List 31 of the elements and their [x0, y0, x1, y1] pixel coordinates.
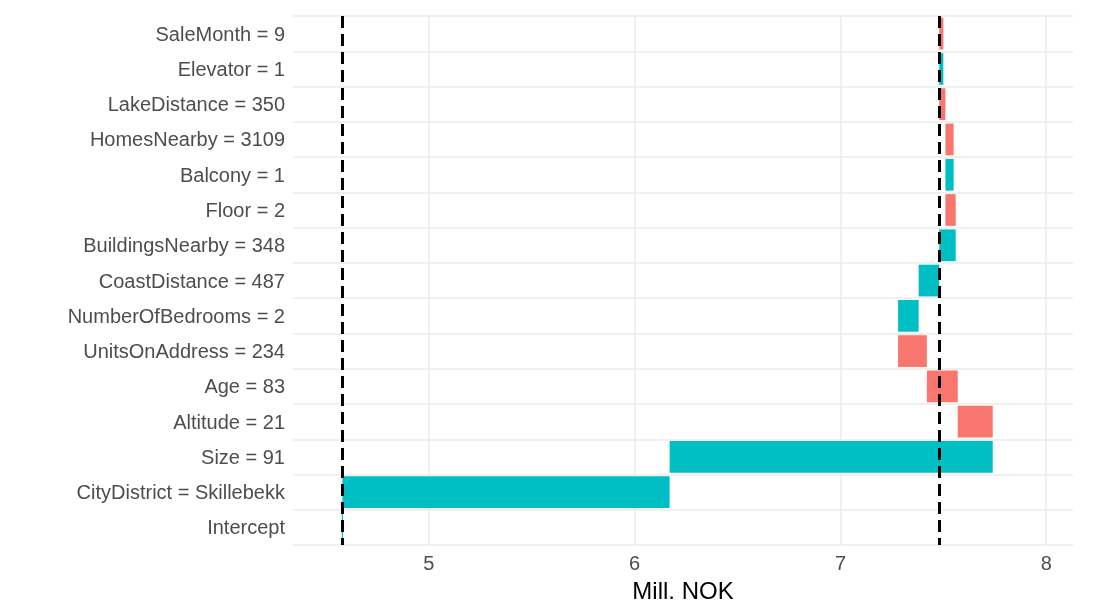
- x-axis-title: Mill. NOK: [632, 576, 734, 604]
- x-tick-label: 7: [834, 552, 846, 575]
- y-tick-label: Elevator = 1: [177, 57, 285, 80]
- y-tick-label: SaleMonth = 9: [155, 22, 285, 45]
- bar: [918, 264, 940, 297]
- bar: [898, 299, 919, 332]
- y-tick-label: NumberOfBedrooms = 2: [67, 304, 285, 327]
- bar: [945, 123, 954, 156]
- bar: [945, 158, 954, 191]
- y-tick-label: LakeDistance = 350: [107, 93, 285, 116]
- bar: [957, 405, 993, 438]
- y-tick-label: Intercept: [207, 516, 286, 539]
- bar: [939, 229, 956, 262]
- bar: [342, 476, 670, 509]
- x-tick-label: 8: [1040, 552, 1052, 575]
- y-tick-label: Altitude = 21: [173, 410, 285, 433]
- y-tick-label: CityDistrict = Skillebekk: [76, 481, 286, 504]
- y-tick-label: CoastDistance = 487: [98, 269, 285, 292]
- y-tick-label: Balcony = 1: [179, 163, 285, 186]
- x-tick-label: 6: [629, 552, 641, 575]
- x-tick-label: 5: [423, 552, 435, 575]
- y-tick-label: Size = 91: [201, 445, 285, 468]
- y-tick-label: Age = 83: [204, 375, 285, 398]
- bar: [945, 194, 956, 226]
- y-tick-label: HomesNearby = 3109: [89, 128, 285, 151]
- bar: [898, 335, 927, 367]
- bar: [669, 441, 993, 473]
- y-tick-label: Floor = 2: [205, 199, 285, 221]
- y-tick-label: UnitsOnAddress = 234: [83, 340, 285, 363]
- bar: [926, 370, 958, 403]
- y-tick-label: BuildingsNearby = 348: [83, 234, 285, 257]
